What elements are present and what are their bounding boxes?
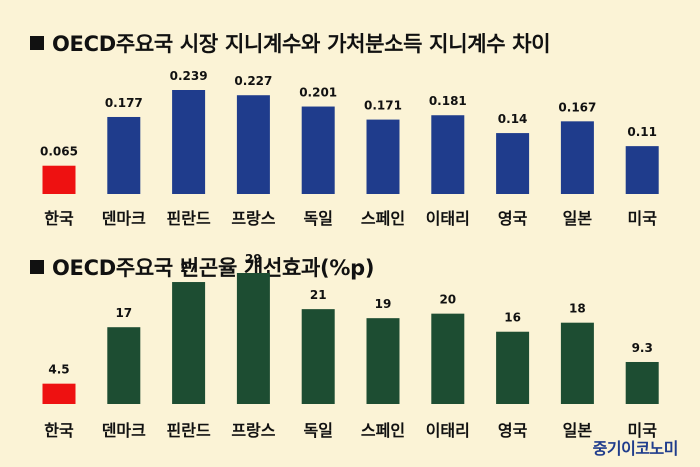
category-label-6: 이태리 xyxy=(426,421,470,440)
value-label-2: 27 xyxy=(180,261,197,275)
bar-6 xyxy=(431,115,465,194)
value-label-4: 0.201 xyxy=(299,86,337,100)
value-label-7: 16 xyxy=(504,311,521,325)
bar-6 xyxy=(431,313,465,404)
bar-7 xyxy=(496,331,530,404)
value-label-0: 4.5 xyxy=(48,363,69,377)
bar-3 xyxy=(236,273,270,404)
bar-1 xyxy=(107,116,141,194)
bar-5 xyxy=(366,318,400,404)
bar-2 xyxy=(172,90,206,194)
category-label-9: 미국 xyxy=(627,209,657,228)
value-label-6: 20 xyxy=(439,293,456,307)
publisher-credit: 중기이코노미 xyxy=(592,439,679,458)
value-label-5: 19 xyxy=(375,297,392,311)
category-label-7: 영국 xyxy=(498,421,528,440)
chart-title-poverty-text: OECD주요국 빈곤율 개선효과(%p) xyxy=(52,256,375,280)
value-label-3: 29 xyxy=(245,252,262,266)
value-label-1: 0.177 xyxy=(105,96,143,110)
value-label-4: 21 xyxy=(310,288,327,302)
bar-2 xyxy=(172,282,206,404)
bar-9 xyxy=(625,146,659,194)
value-label-8: 18 xyxy=(569,302,586,316)
chart-title-gini: OECD주요국 시장 지니계수와 가처분소득 지니계수 차이 xyxy=(30,28,551,58)
bar-4 xyxy=(301,106,335,194)
bar-1 xyxy=(107,327,141,404)
chart-title-poverty: OECD주요국 빈곤율 개선효과(%p) xyxy=(30,252,374,282)
bar-4 xyxy=(301,309,335,404)
category-label-4: 독일 xyxy=(303,209,332,228)
value-label-2: 0.239 xyxy=(170,69,208,83)
title-square-icon xyxy=(30,260,44,274)
category-label-8: 일본 xyxy=(563,209,593,228)
category-label-2: 핀란드 xyxy=(167,421,211,440)
value-label-8: 0.167 xyxy=(558,100,596,114)
category-label-9: 미국 xyxy=(627,421,657,440)
bar-7 xyxy=(496,133,530,194)
chart-title-gini-text: OECD주요국 시장 지니계수와 가처분소득 지니계수 차이 xyxy=(52,32,551,56)
value-label-1: 17 xyxy=(115,306,132,320)
category-label-5: 스페인 xyxy=(361,421,405,440)
value-label-9: 9.3 xyxy=(632,341,653,355)
bar-3 xyxy=(236,95,270,194)
value-label-7: 0.14 xyxy=(498,112,528,126)
category-label-5: 스페인 xyxy=(361,209,405,228)
category-label-6: 이태리 xyxy=(426,209,470,228)
bar-8 xyxy=(560,322,594,404)
category-label-8: 일본 xyxy=(563,421,593,440)
gini-difference-chart: 0.065 한국 0.177 덴마크 0.239 핀란드 0.227 프랑스 0.201 독일 0.… xyxy=(40,69,659,228)
bar-5 xyxy=(366,119,400,194)
value-label-6: 0.181 xyxy=(429,94,467,108)
bar-0 xyxy=(42,165,76,194)
bar-8 xyxy=(560,121,594,194)
category-label-0: 한국 xyxy=(44,209,74,228)
category-label-1: 덴마크 xyxy=(102,421,146,440)
category-label-0: 한국 xyxy=(44,421,74,440)
category-label-3: 프랑스 xyxy=(231,209,275,228)
bar-0 xyxy=(42,383,76,404)
value-label-5: 0.171 xyxy=(364,99,402,113)
category-label-1: 덴마크 xyxy=(102,209,146,228)
category-label-2: 핀란드 xyxy=(167,209,211,228)
title-square-icon xyxy=(30,36,44,50)
category-label-3: 프랑스 xyxy=(231,421,275,440)
value-label-3: 0.227 xyxy=(234,74,272,88)
value-label-9: 0.11 xyxy=(627,125,657,139)
value-label-0: 0.065 xyxy=(40,145,78,159)
category-label-4: 독일 xyxy=(303,421,332,440)
category-label-7: 영국 xyxy=(498,209,528,228)
bar-9 xyxy=(625,361,659,404)
